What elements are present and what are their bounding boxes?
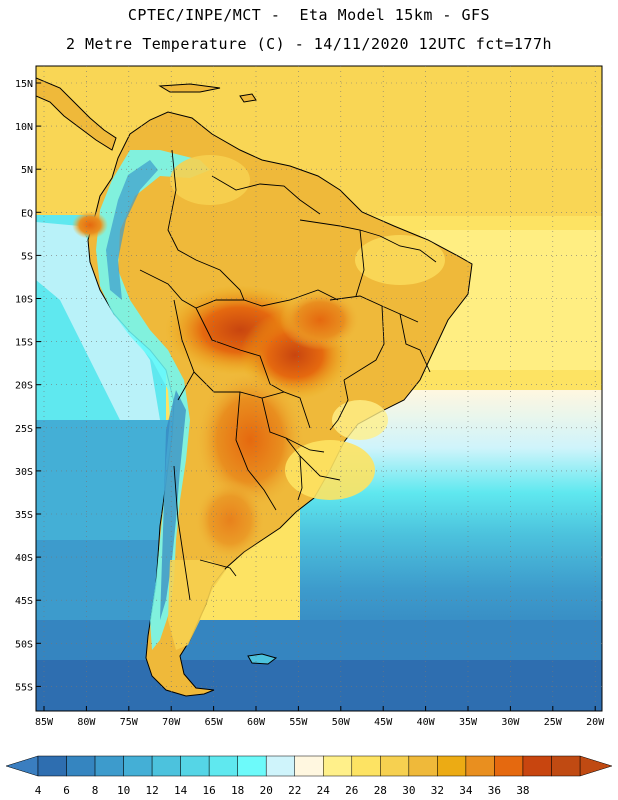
country-borders	[139, 149, 437, 601]
colorbar-label: 28	[374, 784, 387, 797]
lon-tick-label: 55W	[289, 717, 308, 728]
lat-tick-label: 15N	[15, 79, 33, 90]
lon-tick-label: 45W	[374, 717, 393, 728]
colorbar-swatch	[408, 755, 438, 777]
colorbar-swatch	[94, 755, 124, 777]
lat-tick-label: 45S	[15, 596, 33, 607]
colorbar-label: 16	[203, 784, 216, 797]
colorbar-label: 36	[488, 784, 501, 797]
lat-tick-label: 35S	[15, 510, 33, 521]
map-title: CPTEC/INPE/MCT - Eta Model 15km - GFS	[127, 6, 491, 24]
colorbar-swatch	[323, 755, 353, 777]
lat-tick-label: 20S	[15, 381, 33, 392]
lon-tick-label: 25W	[544, 717, 563, 728]
temperature-field	[36, 66, 602, 711]
lat-tick-label: 10N	[15, 122, 33, 133]
colorbar-label: 12	[145, 784, 158, 797]
colorbar-swatch	[208, 755, 238, 777]
colorbar-label: 10	[117, 784, 130, 797]
colorbar: 4 6 8 10 12 14 16 18 20 22 24 26 28 30 32 34 36 38	[5, 755, 613, 797]
colorbar-label: 22	[288, 784, 301, 797]
lon-tick-label: 65W	[205, 717, 224, 728]
colorbar-swatch	[180, 755, 210, 777]
colorbar-swatch	[522, 755, 552, 777]
colorbar-label: 8	[92, 784, 99, 797]
colorbar-label: 14	[174, 784, 188, 797]
lon-tick-label: 80W	[77, 717, 96, 728]
colorbar-label: 30	[402, 784, 415, 797]
lon-tick-label: 30W	[501, 717, 520, 728]
colorbar-swatch	[494, 755, 524, 777]
lon-tick-label: 20W	[586, 717, 605, 728]
lat-tick-label: 25S	[15, 424, 33, 435]
colorbar-swatch	[265, 755, 295, 777]
colorbar-swatch	[551, 755, 581, 777]
lon-tick-label: 70W	[162, 717, 181, 728]
colorbar-label: 4	[35, 784, 42, 797]
lat-tick-label: 55S	[15, 682, 33, 693]
map-subtitle: 2 Metre Temperature (C) - 14/11/2020 12U…	[65, 35, 553, 53]
colorbar-swatch	[380, 755, 410, 777]
colorbar-above-arrow	[579, 755, 613, 777]
colorbar-label: 6	[63, 784, 70, 797]
lat-tick-label: EQ	[21, 208, 33, 219]
colorbar-swatch	[66, 755, 96, 777]
colorbar-label: 18	[231, 784, 244, 797]
lat-tick-label: 50S	[15, 639, 33, 650]
lon-tick-label: 85W	[35, 717, 54, 728]
colorbar-swatch	[294, 755, 324, 777]
colorbar-swatch	[237, 755, 267, 777]
map-frame	[35, 65, 603, 712]
colorbar-swatch	[37, 755, 67, 777]
colorbar-label: 38	[516, 784, 529, 797]
colorbar-label: 32	[431, 784, 444, 797]
lat-tick-label: 5N	[21, 165, 33, 176]
colorbar-swatch	[151, 755, 181, 777]
colorbar-below-arrow	[5, 755, 39, 777]
lat-tick-label: 30S	[15, 467, 33, 478]
colorbar-swatch	[465, 755, 495, 777]
colorbar-label: 26	[345, 784, 358, 797]
latitude-axis: 15N 10N 5N EQ 5S 10S 15S 20S 25S 30S 35S 40S 45S 50S 5…	[15, 79, 41, 693]
lat-tick-label: 5S	[21, 251, 33, 262]
lon-tick-label: 60W	[247, 717, 266, 728]
lon-tick-label: 75W	[120, 717, 139, 728]
lon-tick-label: 50W	[332, 717, 351, 728]
colorbar-label: 34	[459, 784, 473, 797]
colorbar-swatch	[351, 755, 381, 777]
longitude-axis: 85W 80W 75W 70W 65W 60W 55W 50W 45W 40W 35W 30W 25W 2…	[35, 706, 605, 728]
lon-tick-label: 40W	[417, 717, 436, 728]
lon-tick-label: 35W	[459, 717, 478, 728]
lat-tick-label: 40S	[15, 553, 33, 564]
colorbar-label: 20	[260, 784, 273, 797]
colorbar-swatch	[437, 755, 467, 777]
lat-tick-label: 15S	[15, 338, 33, 349]
lat-tick-label: 10S	[15, 295, 33, 306]
colorbar-swatch	[123, 755, 153, 777]
colorbar-label: 24	[317, 784, 331, 797]
